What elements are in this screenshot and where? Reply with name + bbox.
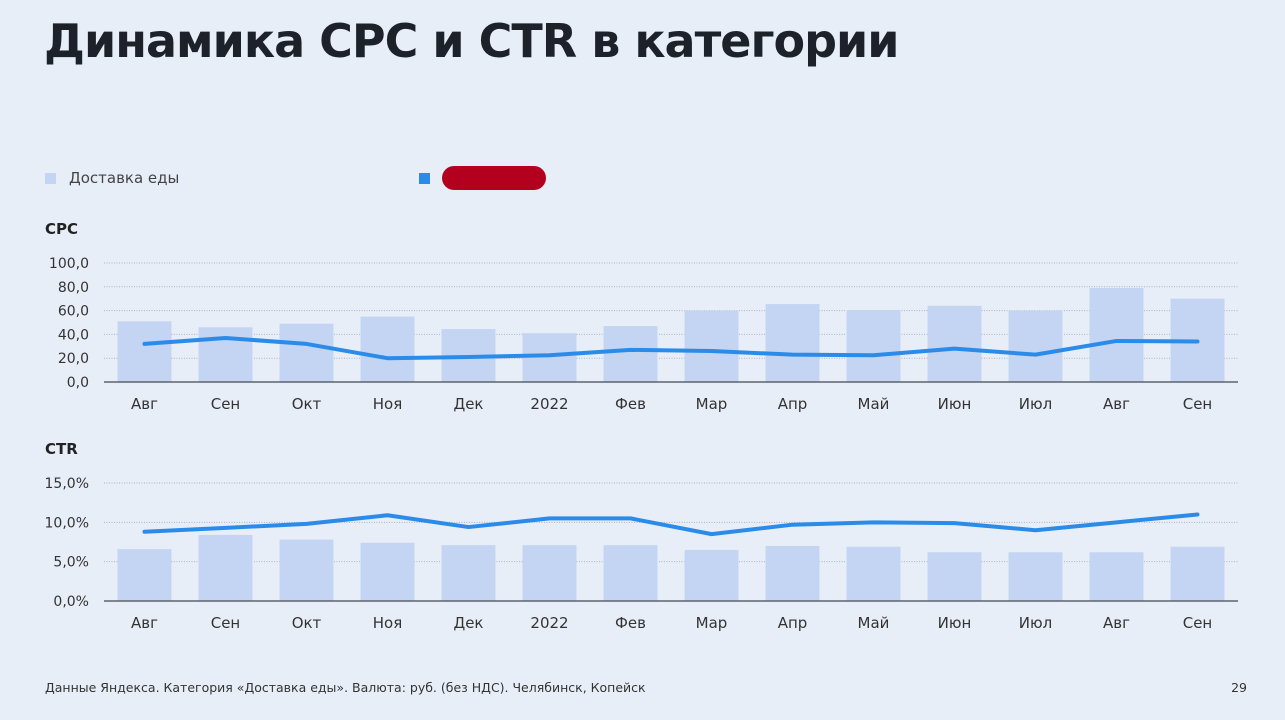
bar [279, 323, 334, 382]
bar [603, 545, 658, 601]
legend-swatch-bar [45, 172, 56, 184]
bar [279, 539, 334, 601]
x-tick-label: Фев [615, 614, 646, 632]
y-tick-label: 0,0 [67, 375, 89, 391]
y-tick-label: 40,0 [58, 327, 89, 343]
legend-swatch-line [419, 172, 431, 184]
bar [198, 327, 253, 382]
bar [927, 552, 982, 601]
bar [684, 310, 739, 382]
x-tick-label: Ноя [373, 614, 402, 632]
bar [198, 534, 253, 601]
bar [1089, 287, 1144, 382]
page-number: 29 [1231, 680, 1247, 695]
y-tick-label: 80,0 [58, 280, 89, 296]
x-tick-label: Сен [211, 614, 241, 632]
x-tick-label: Май [858, 614, 890, 632]
x-tick-label: Май [858, 395, 890, 413]
x-tick-label: Окт [292, 395, 322, 413]
bar [765, 545, 820, 601]
y-tick-label: 0,0% [53, 594, 89, 610]
bar [1008, 552, 1063, 601]
bar [1170, 546, 1225, 601]
x-tick-label: Авг [131, 395, 158, 413]
bar [522, 545, 577, 601]
x-tick-label: Мар [696, 395, 728, 413]
bar [117, 321, 172, 382]
chart-title-cpc: CPC [45, 220, 79, 238]
x-tick-label: Июн [938, 395, 972, 413]
x-tick-label: 2022 [530, 395, 568, 413]
bar [441, 545, 496, 601]
x-tick-label: Июл [1019, 614, 1052, 632]
bar [1008, 310, 1063, 382]
x-tick-label: Авг [1103, 614, 1130, 632]
x-tick-label: Сен [211, 395, 241, 413]
bar [846, 546, 901, 601]
x-tick-label: Фев [615, 395, 646, 413]
y-tick-label: 100,0 [49, 256, 89, 272]
x-tick-label: Авг [1103, 395, 1130, 413]
line-series [142, 335, 1200, 361]
x-tick-label: Апр [778, 395, 808, 413]
y-tick-label: 5,0% [53, 555, 89, 571]
bar [360, 542, 415, 601]
x-tick-label: Авг [131, 614, 158, 632]
x-tick-label: 2022 [530, 614, 568, 632]
chart-title-ctr: CTR [45, 440, 78, 458]
x-tick-label: Ноя [373, 395, 402, 413]
x-tick-label: Апр [778, 614, 808, 632]
bar [684, 549, 739, 601]
bar [927, 305, 982, 382]
bar [603, 326, 658, 382]
y-tick-label: 10,0% [45, 515, 89, 531]
x-tick-label: Окт [292, 614, 322, 632]
bar [117, 549, 172, 601]
bar [846, 310, 901, 382]
y-tick-label: 15,0% [45, 476, 89, 492]
y-tick-label: 60,0 [58, 304, 89, 320]
x-tick-label: Дек [453, 395, 483, 413]
bar [1089, 552, 1144, 601]
line-series [142, 512, 1200, 537]
legend: Доставка еды [45, 166, 547, 190]
x-tick-label: Июл [1019, 395, 1052, 413]
x-tick-label: Мар [696, 614, 728, 632]
legend-label-bar: Доставка еды [69, 169, 180, 187]
x-tick-label: Июн [938, 614, 972, 632]
bar [360, 316, 415, 382]
x-tick-label: Сен [1183, 614, 1213, 632]
bar [765, 304, 820, 382]
y-tick-label: 20,0 [58, 351, 89, 367]
page-title: Динамика CPC и CTR в категории [44, 14, 899, 68]
redacted-legend-label [442, 166, 547, 190]
x-tick-label: Сен [1183, 395, 1213, 413]
x-tick-label: Дек [453, 614, 483, 632]
footer-note: Данные Яндекса. Категория «Доставка еды»… [45, 680, 646, 695]
